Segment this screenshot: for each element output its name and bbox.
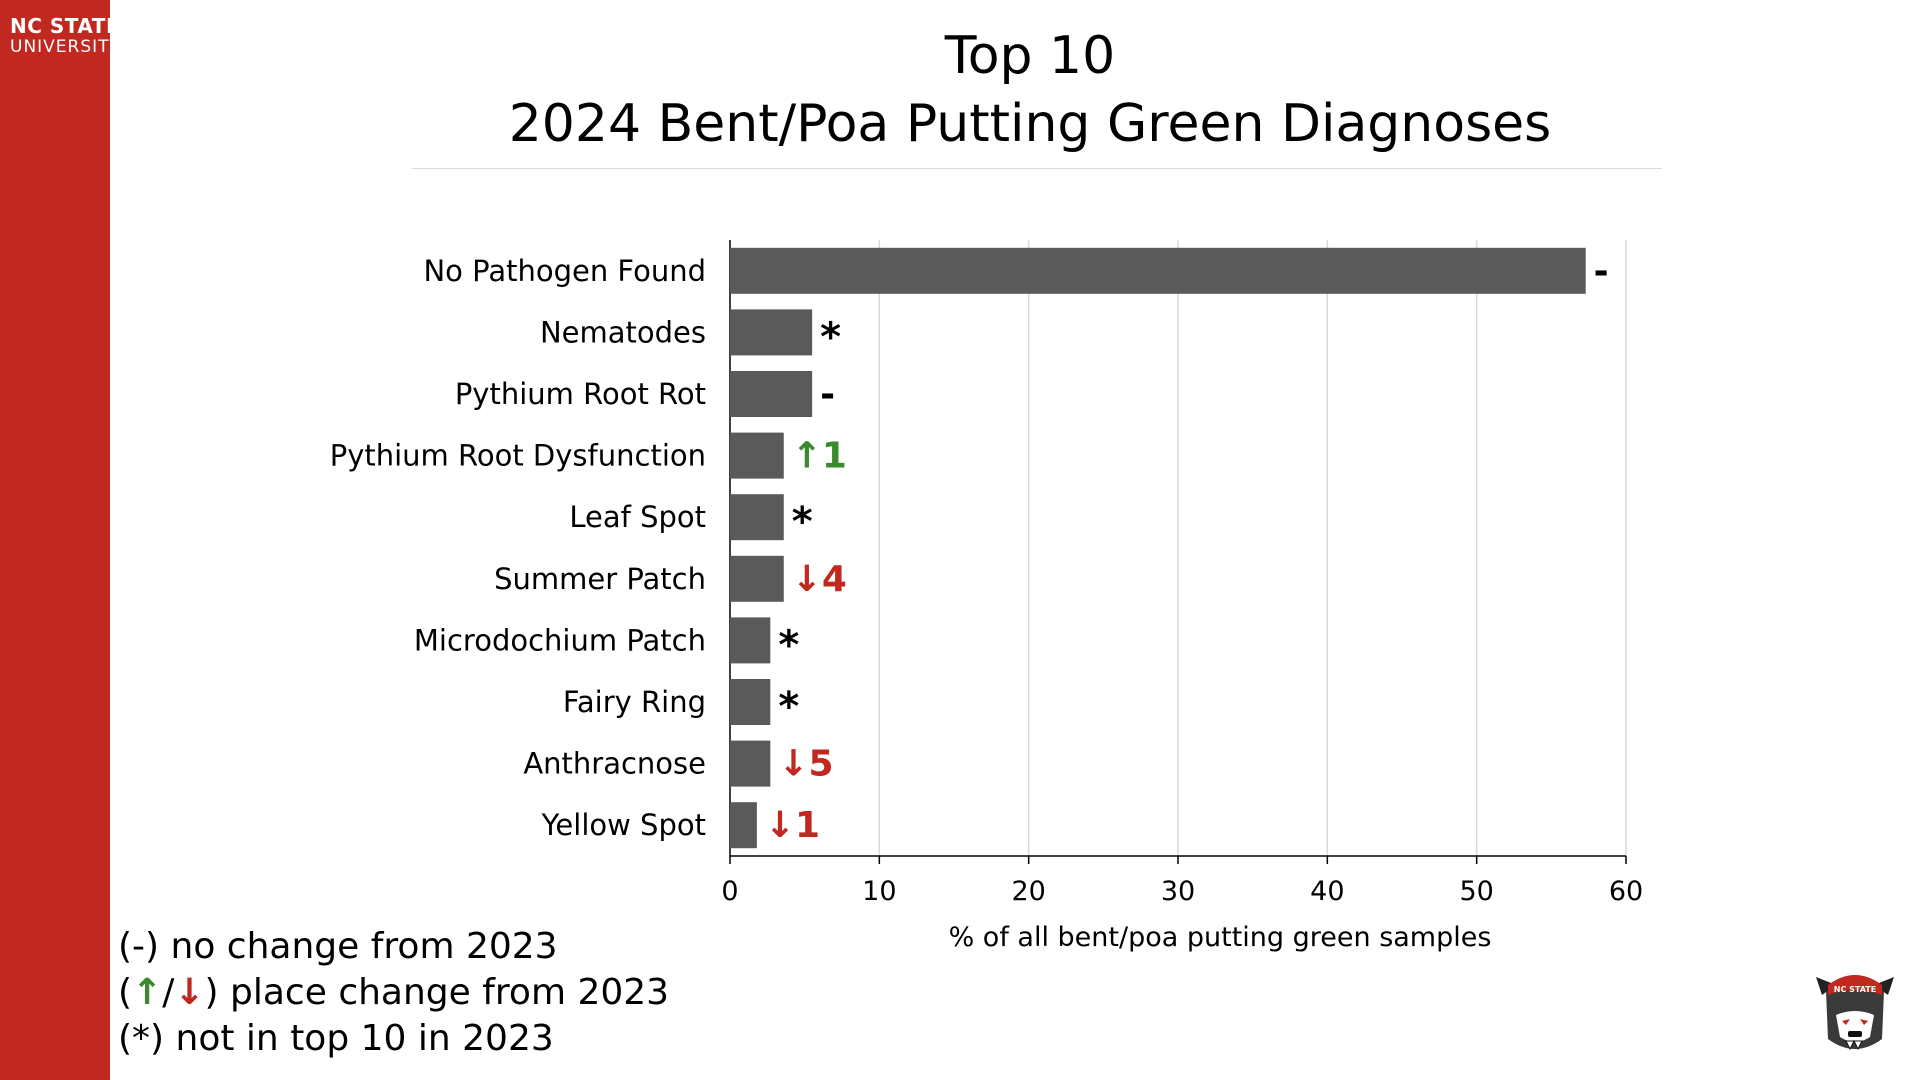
category-label: Summer Patch (494, 562, 706, 596)
title-divider (412, 168, 1662, 169)
svg-text:NC STATE: NC STATE (1834, 985, 1876, 994)
bar-annotation: ↑1 (792, 436, 847, 477)
legend-paren-open: ( (118, 972, 133, 1013)
category-label: No Pathogen Found (423, 254, 706, 288)
bar (730, 802, 757, 849)
down-arrow-icon: ↓ (174, 972, 205, 1013)
category-label: Fairy Ring (563, 685, 706, 719)
legend-place-change-text: ) place change from 2023 (204, 972, 670, 1013)
bar-annotation: - (1594, 251, 1609, 292)
chart-subtitle: 2024 Bent/Poa Putting Green Diagnoses (508, 94, 1552, 154)
x-tick-label: 30 (1161, 876, 1195, 907)
x-tick-label: 10 (862, 876, 896, 907)
category-label: Anthracnose (523, 747, 706, 781)
bar-annotation: * (792, 499, 813, 545)
bar (730, 309, 813, 356)
bar (730, 432, 784, 479)
x-tick-label: 50 (1459, 876, 1493, 907)
bar (730, 740, 771, 787)
bar (730, 247, 1586, 294)
bar (730, 494, 784, 541)
x-tick-label: 60 (1609, 876, 1643, 907)
x-tick-label: 0 (721, 876, 738, 907)
legend-no-change: (-) no change from 2023 (118, 926, 558, 967)
bar (730, 371, 813, 417)
x-tick-label: 40 (1310, 876, 1344, 907)
logo-line-2: UNIVERSITY (10, 37, 121, 57)
bar-annotation: * (820, 314, 841, 360)
legend-slash: / (162, 972, 175, 1013)
x-tick-label: 20 (1011, 876, 1045, 907)
category-label: Leaf Spot (569, 500, 706, 534)
bar-annotation: - (820, 374, 835, 415)
category-label: Microdochium Patch (414, 623, 706, 657)
bar (730, 555, 784, 602)
bar-annotation: * (778, 622, 799, 668)
ncstate-logo: NC STATE UNIVERSITY (10, 16, 121, 56)
wolf-mascot-icon: NC STATE (1816, 975, 1894, 1051)
bar-annotation: ↓5 (778, 744, 833, 785)
legend-new-entry: (*) not in top 10 in 2023 (118, 1018, 554, 1059)
logo-line-1: NC STATE (10, 14, 121, 38)
category-label: Pythium Root Dysfunction (330, 439, 706, 473)
brand-sidebar: NC STATE UNIVERSITY (0, 0, 120, 1080)
bar (730, 679, 771, 725)
category-label: Nematodes (540, 315, 706, 349)
up-arrow-icon: ↑ (132, 972, 163, 1013)
x-axis-label: % of all bent/poa putting green samples (948, 922, 1492, 953)
bar-annotation: * (778, 684, 799, 730)
bar (730, 617, 771, 664)
legend: (-) no change from 2023 (↑/↓) place chan… (118, 924, 669, 1062)
category-label: Yellow Spot (541, 808, 706, 842)
bar-annotation: ↓4 (792, 559, 847, 600)
bar-annotation: ↓1 (765, 805, 820, 846)
legend-place-change: (↑/↓) place change from 2023 (118, 970, 669, 1016)
category-label: Pythium Root Rot (455, 377, 706, 411)
chart-title: Top 10 (944, 26, 1116, 86)
